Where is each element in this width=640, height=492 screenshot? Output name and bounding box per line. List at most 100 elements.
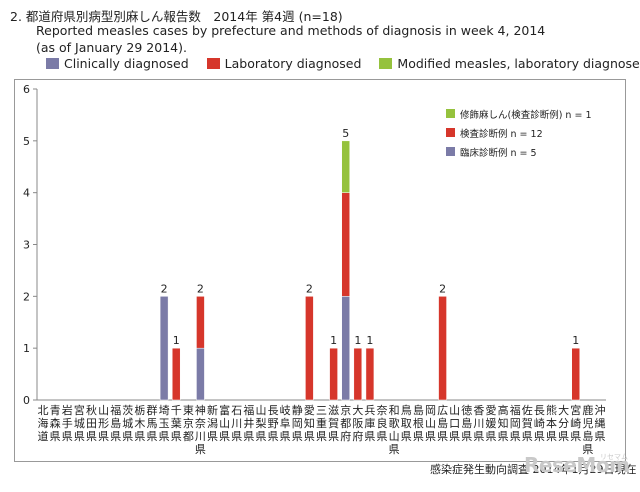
x-tick-label: 媛 [485,416,496,430]
x-tick-label: 県 [110,430,121,443]
x-tick-label: 高 [498,403,509,417]
x-tick-label: 京 [340,403,351,417]
x-tick-label: 本 [546,416,557,430]
x-tick-label: 県 [485,430,496,443]
x-tick-label: 崎 [570,416,581,430]
x-tick-label: 和 [389,404,400,417]
y-tick-label: 5 [23,135,30,148]
x-tick-label: 県 [498,430,509,443]
data-label: 1 [354,334,361,347]
x-tick-label: 賀 [328,417,339,430]
x-tick-label: 海 [38,416,49,430]
inner-legend-swatch [446,109,455,118]
x-tick-label: 児 [582,417,593,430]
x-tick-label: 県 [243,430,254,443]
y-tick-label: 1 [23,342,30,355]
bar-segment [159,296,169,401]
x-tick-label: 島 [413,403,424,417]
x-tick-label: 県 [377,430,388,443]
inner-legend-swatch [446,128,455,137]
x-tick-label: 県 [461,430,472,443]
data-label: 2 [306,282,313,295]
x-tick-label: 阪 [352,416,363,430]
x-tick-label: 県 [328,430,339,443]
x-tick-label: 県 [510,430,521,443]
x-tick-label: 県 [389,443,400,456]
x-tick-label: 城 [74,417,85,430]
x-tick-label: 知 [304,416,315,430]
x-tick-label: 京 [183,416,194,430]
x-tick-label: 茨 [122,403,133,417]
x-tick-label: 大 [352,403,363,417]
x-tick-label: 県 [546,430,557,443]
x-tick-label: 県 [50,430,61,443]
x-tick-label: 城 [122,417,133,430]
x-tick-label: 島 [110,416,121,430]
x-tick-label: 井 [243,416,254,430]
y-tick-label: 0 [23,394,30,407]
x-tick-label: 県 [473,430,484,443]
x-tick-label: 島 [461,416,472,430]
chart-title-en: Reported measles cases by prefecture and… [36,23,546,38]
x-tick-label: 縄 [594,416,605,430]
x-tick-label: 県 [316,430,327,443]
x-tick-label: 愛 [485,404,496,417]
x-tick-label: 手 [62,416,73,430]
x-tick-label: 県 [449,430,460,443]
inner-legend-label: 検査診断例 n = 12 [460,128,543,140]
x-tick-label: 県 [280,430,291,443]
x-tick-label: 県 [570,430,581,443]
y-tick-label: 2 [23,290,30,303]
x-tick-label: 島 [582,429,593,443]
data-label: 1 [366,334,373,347]
x-tick-label: 森 [50,416,61,430]
x-tick-label: 県 [364,430,375,443]
x-tick-label: 県 [594,430,605,443]
top-legend-item-modified: Modified measles, laboratory diagnosed [379,56,640,71]
inner-legend-label: 臨床診断例 n = 5 [460,147,537,159]
x-tick-label: 石 [231,404,242,417]
inner-legend-swatch [446,147,455,156]
x-tick-label: 賀 [522,417,533,430]
x-tick-label: 佐 [522,403,533,417]
legend-label-clinical: Clinically diagnosed [64,56,189,71]
x-tick-label: 県 [219,430,230,443]
x-tick-label: 県 [255,430,266,443]
x-tick-label: 広 [437,404,448,417]
x-tick-label: 長 [268,404,279,417]
x-tick-label: 取 [401,417,412,430]
x-tick-label: 府 [340,429,351,443]
x-tick-label: 栃 [134,403,145,417]
x-tick-label: 川 [195,430,206,443]
y-tick-label: 4 [23,187,30,200]
x-tick-label: 福 [110,403,121,417]
bar-segment [171,347,181,401]
bar-segment [571,347,580,401]
bar-segment [196,296,205,349]
x-tick-label: 長 [534,404,545,417]
x-tick-label: 県 [522,430,533,443]
legend-swatch-laboratory [206,58,220,69]
legend-label-laboratory: Laboratory diagnosed [224,56,362,71]
bar-segment [305,296,314,401]
chart-date-note: (as of January 29 2014). [36,40,187,55]
x-tick-label: 県 [558,430,569,443]
x-tick-label: 三 [316,404,327,417]
x-tick-label: 千 [171,404,182,417]
x-tick-label: 県 [304,430,315,443]
x-tick-label: 県 [98,430,109,443]
x-tick-label: 奈 [377,403,388,417]
x-tick-label: 奈 [195,416,206,430]
inner-legend-label: 修飾麻しん(検査診断例) n = 1 [460,109,592,121]
x-tick-label: 潟 [207,417,218,430]
x-tick-label: 県 [171,430,182,443]
x-tick-label: 県 [122,430,133,443]
x-tick-label: 山 [425,417,436,430]
bar-segment [353,347,363,401]
data-label: 2 [439,282,446,295]
x-tick-label: 熊 [546,403,557,417]
x-tick-label: 県 [231,430,242,443]
x-tick-label: 県 [268,430,279,443]
x-tick-label: 県 [292,430,303,443]
x-tick-label: 静 [292,403,303,417]
